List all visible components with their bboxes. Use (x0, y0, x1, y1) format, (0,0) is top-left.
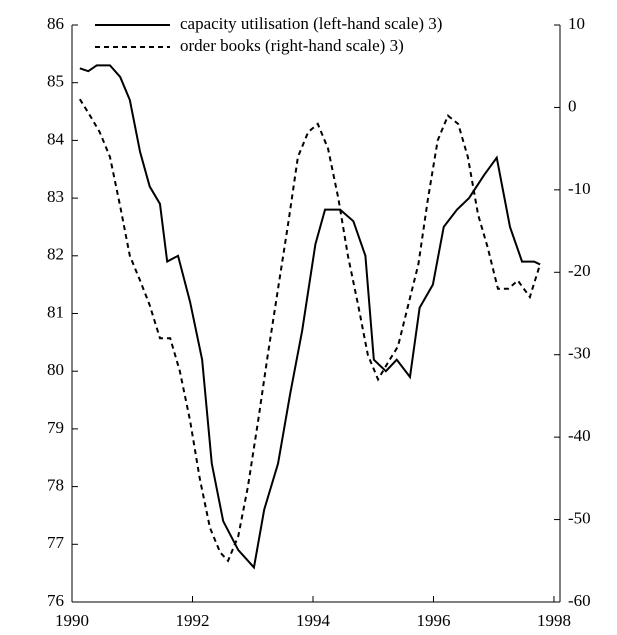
y2-tick-label: -30 (568, 344, 591, 363)
y2-tick-label: -40 (568, 426, 591, 445)
y2-tick-label: -10 (568, 179, 591, 198)
y-tick-label: 78 (47, 476, 64, 495)
x-tick-label: 1998 (537, 611, 571, 630)
y-tick-label: 84 (47, 129, 65, 148)
x-tick-label: 1990 (55, 611, 89, 630)
series-line (78, 98, 542, 563)
y-tick-label: 77 (47, 533, 65, 552)
legend-label: capacity utilisation (left-hand scale) 3… (180, 14, 442, 33)
y-tick-label: 82 (47, 245, 64, 264)
y-tick-label: 81 (47, 302, 64, 321)
y-tick-label: 86 (47, 14, 64, 33)
y2-tick-label: -60 (568, 591, 591, 610)
x-tick-label: 1992 (175, 611, 209, 630)
y-tick-label: 80 (47, 360, 64, 379)
y-tick-label: 85 (47, 72, 64, 91)
x-tick-label: 1994 (296, 611, 331, 630)
y2-tick-label: 10 (568, 14, 585, 33)
y2-tick-label: 0 (568, 96, 577, 115)
y2-tick-label: -50 (568, 508, 591, 527)
y-tick-label: 79 (47, 418, 64, 437)
x-tick-label: 1996 (416, 611, 450, 630)
y2-tick-label: -20 (568, 261, 591, 280)
y-tick-label: 76 (47, 591, 64, 610)
series-line (79, 64, 541, 570)
y-tick-label: 83 (47, 187, 64, 206)
legend-label: order books (right-hand scale) 3) (180, 36, 404, 55)
